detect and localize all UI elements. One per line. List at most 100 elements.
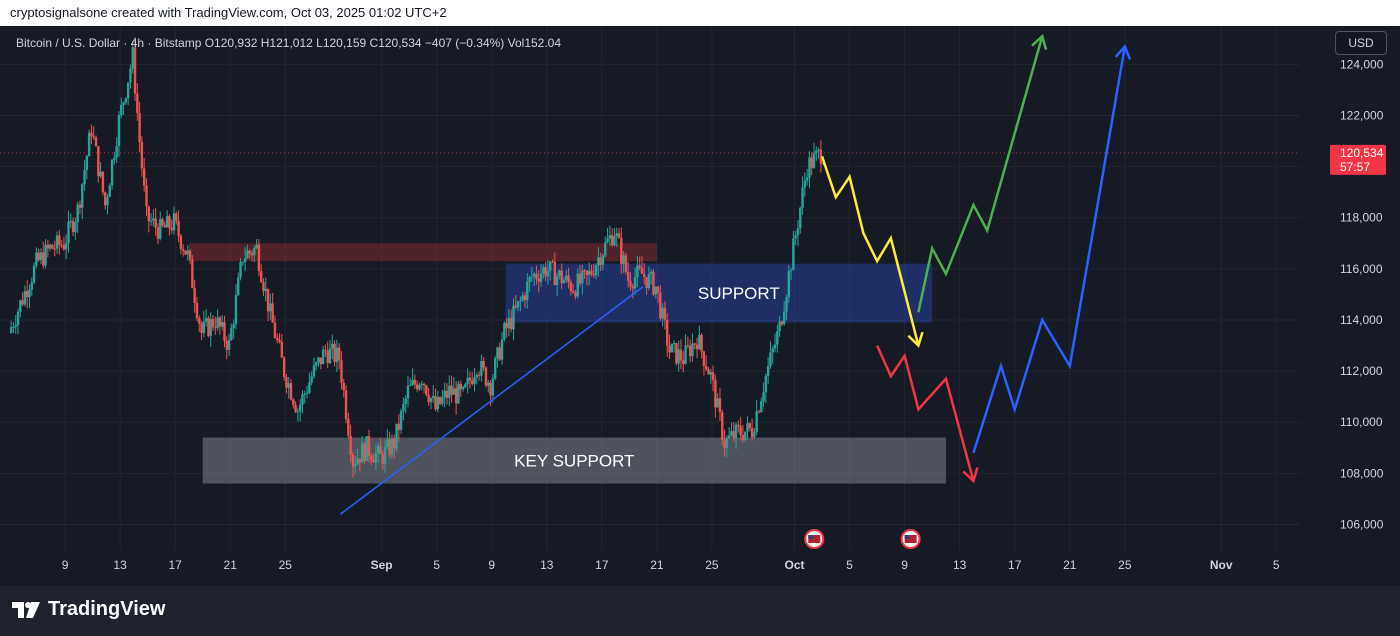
- green-projection[interactable]: [917, 35, 1044, 313]
- candle-body: [585, 270, 589, 276]
- candle-body: [225, 340, 228, 350]
- candle-body: [549, 261, 552, 271]
- x-axis-tick-label: 5: [1273, 558, 1280, 572]
- candle-body: [590, 270, 593, 274]
- blue-projection[interactable]: [972, 46, 1127, 454]
- candle-body: [471, 380, 474, 384]
- candle-body: [99, 171, 102, 177]
- last-price-countdown: 57:57: [1340, 160, 1370, 174]
- candle-body: [815, 150, 818, 154]
- candle-body: [333, 343, 336, 362]
- candle-body: [629, 280, 632, 287]
- candle-body: [365, 436, 368, 461]
- trendline[interactable]: [339, 286, 644, 515]
- candle-body: [239, 262, 242, 278]
- candle-body: [721, 412, 724, 440]
- tradingview-logo[interactable]: TradingView: [12, 598, 165, 621]
- price-chart[interactable]: SUPPORT KEY SUPPORT 106,000 108,000 110,000…: [0, 0, 1400, 586]
- candle-body: [90, 132, 93, 137]
- candle-body: [393, 438, 396, 449]
- key-support-label: KEY SUPPORT: [514, 452, 634, 471]
- candle-body: [801, 187, 804, 208]
- candle-body: [588, 270, 591, 276]
- support-label: SUPPORT: [698, 284, 780, 303]
- candle-body: [26, 291, 29, 298]
- candle-body: [156, 227, 160, 239]
- candle-body: [782, 311, 786, 325]
- candle-body: [725, 437, 729, 449]
- projections[interactable]: [820, 33, 1132, 484]
- currency-button[interactable]: USD: [1335, 31, 1387, 55]
- candle-body: [675, 343, 678, 364]
- candle-body: [326, 350, 329, 364]
- resistance-zone[interactable]: [188, 243, 657, 262]
- candle-body: [420, 383, 423, 385]
- y-axis-tick-label: 112,000: [1340, 364, 1383, 378]
- candle-body: [702, 351, 706, 367]
- candle-body: [276, 337, 279, 340]
- candle-body: [186, 250, 189, 255]
- last-price-value: 120,534: [1340, 146, 1384, 160]
- candle-body: [37, 252, 40, 261]
- candle-body: [172, 213, 176, 231]
- candle-body: [771, 348, 774, 353]
- candle-body: [188, 250, 192, 260]
- candle-body: [133, 47, 137, 94]
- candle-body: [315, 362, 318, 366]
- candle-body: [342, 382, 345, 391]
- candle-body: [129, 68, 132, 83]
- candle-body: [87, 132, 91, 157]
- attribution-text: cryptosignalsone created with TradingVie…: [10, 5, 447, 20]
- candle-body: [608, 235, 612, 239]
- candle-body: [138, 112, 141, 142]
- footer: TradingView: [0, 586, 1400, 636]
- candle-body: [521, 295, 524, 301]
- candle-body: [35, 252, 38, 266]
- candle-body: [436, 397, 440, 410]
- candle-body: [441, 397, 444, 404]
- candle-body: [617, 233, 621, 238]
- candle-body: [131, 47, 134, 69]
- yellow-projection[interactable]: [820, 155, 920, 346]
- key-support-zone[interactable]: [202, 437, 946, 484]
- candle-body: [117, 115, 121, 146]
- x-axis-tick-label: 21: [650, 558, 664, 572]
- candle-body: [120, 104, 123, 116]
- candle-body: [207, 318, 210, 336]
- candle-body: [223, 322, 226, 341]
- candle-body: [746, 423, 749, 432]
- candle-body: [337, 347, 341, 361]
- us-flag-icon: [808, 535, 821, 543]
- candle-body: [310, 376, 313, 383]
- candle-body: [569, 282, 573, 292]
- x-axis-tick-label: 25: [705, 558, 719, 572]
- candle-body: [209, 319, 212, 336]
- candle-body: [358, 458, 362, 463]
- candle-body: [376, 445, 380, 454]
- candle-body: [778, 321, 781, 332]
- candle-body: [473, 377, 476, 384]
- candle-body: [688, 345, 692, 357]
- candle-body: [606, 238, 609, 243]
- candle-body: [71, 220, 75, 233]
- candle-body: [562, 280, 566, 284]
- grid: [0, 26, 1300, 550]
- candle-body: [202, 321, 206, 333]
- x-axis-tick-label: 5: [846, 558, 853, 572]
- candle-body: [594, 265, 598, 276]
- candle-body: [792, 238, 795, 271]
- candle-body: [457, 383, 460, 404]
- candle-body: [94, 137, 98, 147]
- red-projection[interactable]: [875, 345, 975, 482]
- x-axis-tick-label: Sep: [371, 558, 393, 572]
- candle-body: [656, 286, 660, 293]
- candle-body: [124, 98, 128, 103]
- y-axis-tick-label: 124,000: [1340, 57, 1384, 71]
- candle-body: [555, 275, 559, 286]
- x-axis[interactable]: 9 13 17 21 25 Sep 5 9 13 17 21 25 Oct 5 9 13 17 21 25 Nov 5: [62, 558, 1280, 572]
- candle-body: [627, 271, 630, 281]
- candle-body: [539, 273, 543, 282]
- candle-body: [354, 464, 357, 467]
- y-axis[interactable]: 106,000 108,000 110,000 112,000 114,000 116,0…: [1300, 26, 1400, 586]
- event-markers[interactable]: [804, 529, 921, 549]
